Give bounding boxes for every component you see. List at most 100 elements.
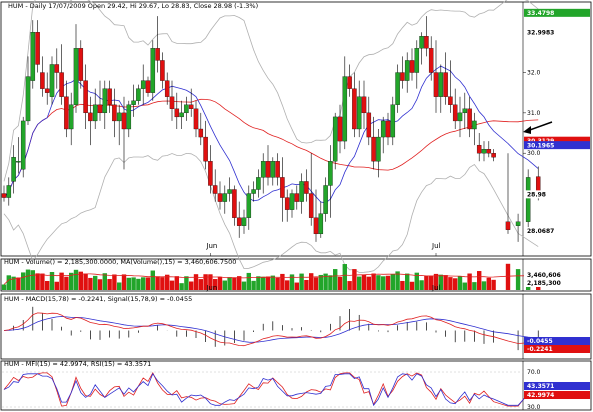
candle xyxy=(313,217,319,235)
volume-bar xyxy=(64,276,69,290)
candle xyxy=(217,193,223,202)
mfi-rsi-header: HUM - MFI(15) = 42.9974, RSI(15) = 43.35… xyxy=(4,360,151,368)
panel-headers: HUM - Daily 17/07/2009 Open 29.42, Hi 29… xyxy=(4,2,258,368)
candle xyxy=(160,60,165,81)
candle xyxy=(457,112,463,122)
candle xyxy=(73,48,79,105)
volume-bar xyxy=(174,276,179,290)
candle xyxy=(280,177,285,198)
volume-bar xyxy=(222,280,227,290)
candle xyxy=(208,161,213,186)
candle xyxy=(409,60,415,73)
candle xyxy=(323,185,328,214)
volume-bar xyxy=(433,273,439,290)
candle xyxy=(83,80,88,114)
volume-bar xyxy=(414,272,419,290)
volume-bar xyxy=(390,274,395,290)
candle xyxy=(107,88,112,105)
macd-value-label: -0.0455 xyxy=(527,338,553,345)
volume-bar xyxy=(35,273,40,290)
candle xyxy=(275,161,280,178)
candle xyxy=(256,177,261,190)
panel-frame-2 xyxy=(0,293,592,360)
volume-bar xyxy=(424,275,429,290)
candle xyxy=(304,181,309,194)
volume-bar xyxy=(40,273,45,290)
volume-value-label: 2,185,300 xyxy=(527,280,561,287)
volume-bar xyxy=(193,274,199,290)
volume-value-label: 3,460,606 xyxy=(527,272,561,279)
mfi-line xyxy=(3,372,539,407)
volume-bar xyxy=(371,273,376,290)
volume-bar xyxy=(102,273,107,290)
candle xyxy=(54,64,60,73)
volume-bar xyxy=(246,272,251,290)
volume-bar xyxy=(198,279,203,290)
candle xyxy=(222,193,228,202)
mfi-ytick-label: 70.0 xyxy=(527,369,541,376)
volume-bar xyxy=(179,283,184,290)
macd-value-box xyxy=(524,337,590,345)
price-value-box xyxy=(524,136,590,145)
volume-bar xyxy=(270,275,275,290)
candle xyxy=(78,48,84,81)
candle xyxy=(68,104,74,130)
candle xyxy=(376,136,381,162)
mfi-value-label: 42.9974 xyxy=(527,392,554,399)
volume-bar xyxy=(145,277,151,290)
volume-bar xyxy=(112,274,117,290)
volume-bar xyxy=(150,270,155,290)
volume-bar xyxy=(467,273,472,290)
volume-bar xyxy=(491,279,496,290)
candle xyxy=(236,217,242,226)
candle xyxy=(462,108,468,114)
macd-value-label: -0.2241 xyxy=(527,346,553,353)
volume-bar xyxy=(376,275,381,290)
candle xyxy=(486,149,492,154)
macd-line xyxy=(3,312,539,347)
date-label: Jul xyxy=(431,242,441,250)
volume-bar xyxy=(189,281,194,290)
volume-bar xyxy=(265,276,271,290)
candle xyxy=(246,193,252,218)
candle xyxy=(356,96,362,130)
panel-frame-0 xyxy=(0,1,592,257)
candle xyxy=(361,96,367,114)
candle xyxy=(476,144,482,154)
candle xyxy=(102,88,108,114)
candle xyxy=(30,32,36,81)
mfi-value-label: 43.3571 xyxy=(527,383,554,390)
volume-bar xyxy=(366,276,371,290)
candle xyxy=(44,88,50,93)
price-value-label: 33.4798 xyxy=(527,10,554,17)
candle xyxy=(126,104,132,130)
volume-bar xyxy=(385,275,391,290)
volume-bar xyxy=(318,274,323,290)
mfi-value-box xyxy=(524,382,590,390)
volume-bar xyxy=(477,271,482,290)
volume-bar xyxy=(121,274,127,290)
candle xyxy=(20,120,26,170)
candle xyxy=(6,185,12,198)
volume-bar xyxy=(30,270,35,290)
volume-bar xyxy=(481,281,487,290)
candle xyxy=(203,136,208,162)
candle xyxy=(145,80,151,93)
volume-value-box xyxy=(524,279,590,287)
volume-bar xyxy=(213,279,218,290)
candle xyxy=(525,177,531,222)
volume-bar xyxy=(227,277,232,290)
candle xyxy=(448,96,453,105)
candle xyxy=(289,193,295,210)
price-ytick-label: 30.0 xyxy=(527,150,541,157)
candle xyxy=(400,72,405,81)
candle xyxy=(443,72,448,97)
candle xyxy=(352,88,357,130)
candle xyxy=(395,72,400,105)
price-value-box xyxy=(524,8,590,17)
volume-bar xyxy=(381,276,386,290)
macd-value-box xyxy=(524,345,590,353)
volume-bar xyxy=(11,276,16,290)
volume-bar xyxy=(419,280,424,290)
